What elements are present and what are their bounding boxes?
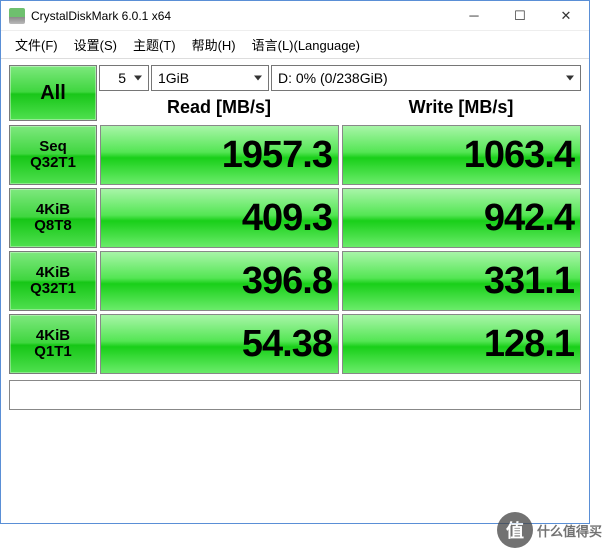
run-4kib-q8t8-button[interactable]: 4KiB Q8T8 bbox=[9, 188, 97, 248]
watermark-badge-icon: 值 bbox=[497, 512, 533, 548]
row-4kib-q8t8: 4KiB Q8T8 409.3 942.4 bbox=[9, 188, 581, 248]
test-count-select[interactable]: 5 bbox=[99, 65, 149, 91]
menu-settings[interactable]: 设置(S) bbox=[66, 32, 125, 57]
minimize-button[interactable]: ─ bbox=[451, 1, 497, 30]
window-controls: ─ ☐ ✕ bbox=[451, 1, 589, 30]
column-headers: Read [MB/s] Write [MB/s] bbox=[99, 93, 581, 121]
run-all-button[interactable]: All bbox=[9, 65, 97, 121]
control-row: All 5 1GiB D: 0% (0/238GiB) Read [MB/s] … bbox=[9, 65, 581, 121]
app-window: CrystalDiskMark 6.0.1 x64 ─ ☐ ✕ 文件(F) 设置… bbox=[0, 0, 590, 524]
row-4kib-q1t1: 4KiB Q1T1 54.38 128.1 bbox=[9, 314, 581, 374]
write-value: 331.1 bbox=[342, 251, 581, 311]
maximize-button[interactable]: ☐ bbox=[497, 1, 543, 30]
row-seq-q32t1: Seq Q32T1 1957.3 1063.4 bbox=[9, 125, 581, 185]
selects-column: 5 1GiB D: 0% (0/238GiB) Read [MB/s] Writ… bbox=[99, 65, 581, 121]
row-label-1: 4KiB bbox=[36, 202, 70, 219]
write-header: Write [MB/s] bbox=[341, 93, 581, 121]
watermark: 值 什么值得买 bbox=[497, 512, 602, 548]
row-label-1: 4KiB bbox=[36, 265, 70, 282]
row-label-2: Q1T1 bbox=[34, 344, 72, 361]
read-value: 396.8 bbox=[100, 251, 339, 311]
read-header: Read [MB/s] bbox=[99, 93, 339, 121]
read-value: 1957.3 bbox=[100, 125, 339, 185]
read-value: 409.3 bbox=[100, 188, 339, 248]
row-label-2: Q32T1 bbox=[30, 155, 76, 172]
client-area: All 5 1GiB D: 0% (0/238GiB) Read [MB/s] … bbox=[1, 59, 589, 418]
titlebar: CrystalDiskMark 6.0.1 x64 ─ ☐ ✕ bbox=[1, 1, 589, 31]
run-4kib-q1t1-button[interactable]: 4KiB Q1T1 bbox=[9, 314, 97, 374]
app-icon bbox=[9, 8, 25, 24]
row-label-1: 4KiB bbox=[36, 328, 70, 345]
close-button[interactable]: ✕ bbox=[543, 1, 589, 30]
row-label-1: Seq bbox=[39, 139, 67, 156]
results-grid: Seq Q32T1 1957.3 1063.4 4KiB Q8T8 409.3 … bbox=[9, 125, 581, 374]
window-title: CrystalDiskMark 6.0.1 x64 bbox=[31, 9, 451, 23]
write-value: 128.1 bbox=[342, 314, 581, 374]
menu-language[interactable]: 语言(L)(Language) bbox=[244, 32, 368, 57]
row-label-2: Q32T1 bbox=[30, 281, 76, 298]
write-value: 1063.4 bbox=[342, 125, 581, 185]
run-seq-q32t1-button[interactable]: Seq Q32T1 bbox=[9, 125, 97, 185]
read-value: 54.38 bbox=[100, 314, 339, 374]
menubar: 文件(F) 设置(S) 主题(T) 帮助(H) 语言(L)(Language) bbox=[1, 31, 589, 59]
watermark-text: 什么值得买 bbox=[537, 521, 602, 540]
row-4kib-q32t1: 4KiB Q32T1 396.8 331.1 bbox=[9, 251, 581, 311]
drive-select[interactable]: D: 0% (0/238GiB) bbox=[271, 65, 581, 91]
write-value: 942.4 bbox=[342, 188, 581, 248]
row-label-2: Q8T8 bbox=[34, 218, 72, 235]
test-size-select[interactable]: 1GiB bbox=[151, 65, 269, 91]
menu-file[interactable]: 文件(F) bbox=[7, 32, 66, 57]
comment-input[interactable] bbox=[9, 380, 581, 410]
menu-theme[interactable]: 主题(T) bbox=[125, 32, 184, 57]
menu-help[interactable]: 帮助(H) bbox=[184, 32, 244, 57]
selects-row: 5 1GiB D: 0% (0/238GiB) bbox=[99, 65, 581, 91]
run-4kib-q32t1-button[interactable]: 4KiB Q32T1 bbox=[9, 251, 97, 311]
